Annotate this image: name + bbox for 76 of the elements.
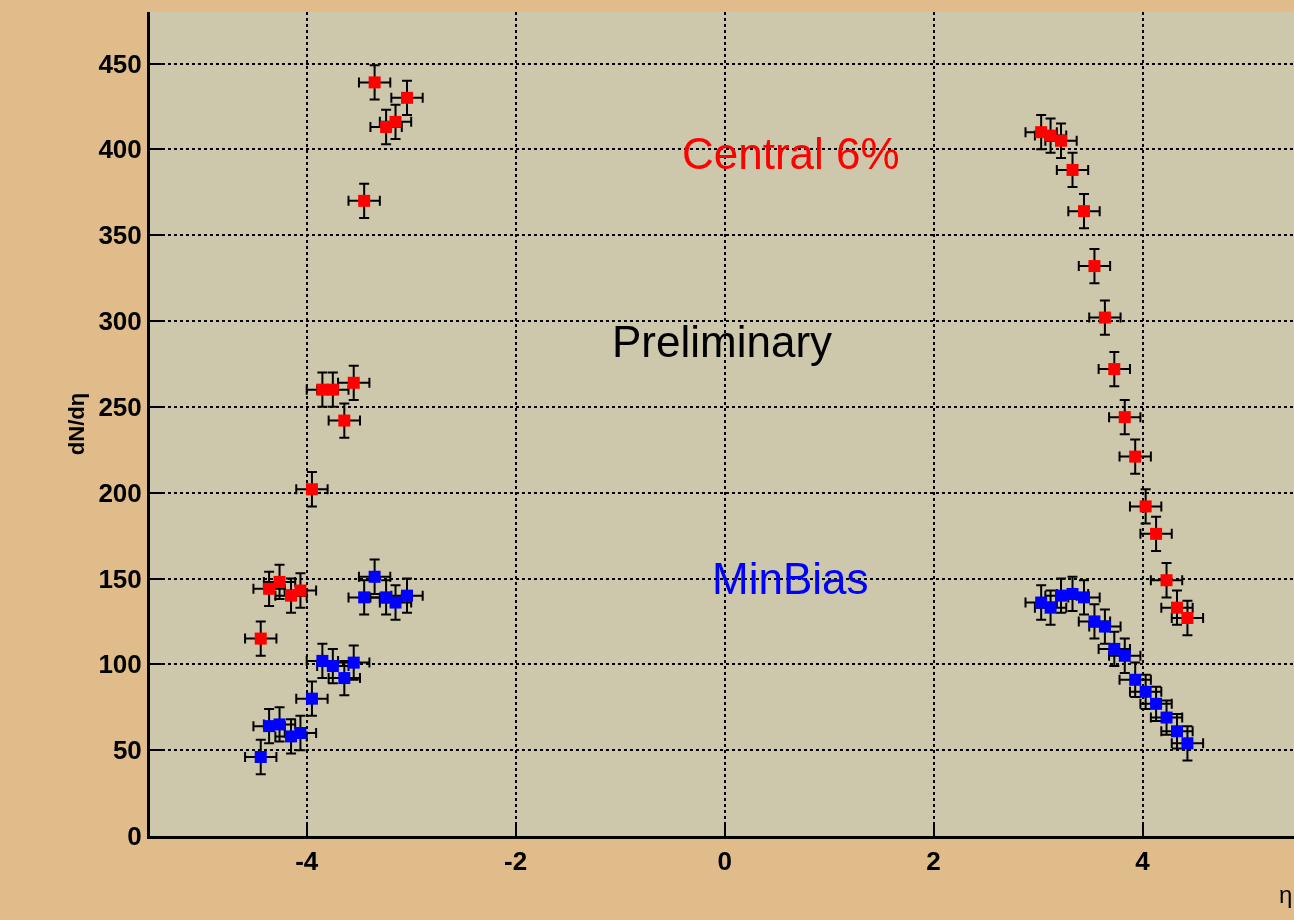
point [1118,411,1131,424]
x-tick-label: -4 [295,846,319,877]
point [401,91,414,104]
point [254,751,267,764]
point [263,582,276,595]
point [1160,711,1173,724]
x-tick-label: 4 [1135,846,1151,877]
point [1088,615,1101,628]
y-axis-title: dN/dη [64,392,90,456]
point [1066,587,1079,600]
y-tick-label: 100 [98,649,142,680]
x-tick-label: -2 [504,846,528,877]
point [316,383,329,396]
point [326,383,339,396]
point [347,376,360,389]
y-tick-label: 0 [127,821,142,852]
point [1139,500,1152,513]
point [1170,725,1183,738]
point [305,483,318,496]
point [305,692,318,705]
point [338,414,351,427]
x-tick-label: 2 [926,846,941,877]
point [338,672,351,685]
point [1129,450,1142,463]
point [1108,642,1121,655]
y-tick-label: 250 [98,391,142,422]
y-tick-label: 350 [98,220,142,251]
point [389,596,402,609]
point [1150,697,1163,710]
point [368,570,381,583]
point [1066,163,1079,176]
y-tick-label: 50 [112,735,142,766]
point [326,660,339,673]
point [1078,205,1091,218]
point [347,656,360,669]
point [358,591,371,604]
point [1139,685,1152,698]
point [263,720,276,733]
point [1108,363,1121,376]
y-tick-label: 450 [98,48,142,79]
y-tick-label: 150 [98,563,142,594]
point [1044,601,1057,614]
point [1055,589,1068,602]
point [358,194,371,207]
y-tick-label: 200 [98,477,142,508]
point [254,632,267,645]
y-tick-label: 400 [98,134,142,165]
x-axis-title: η [1279,881,1293,908]
point [1181,611,1194,624]
point [389,115,402,128]
point [1129,673,1142,686]
point [273,718,286,731]
point [1044,129,1057,142]
point [401,589,414,602]
point [1098,620,1111,633]
text: MinBias [712,554,869,603]
annotation: Preliminary [612,317,833,366]
y-tick-label: 300 [98,306,142,337]
point [1181,737,1194,750]
text: Central 6% [682,129,900,178]
point [273,575,286,588]
point [316,654,329,667]
point [1170,601,1183,614]
point [380,591,393,604]
point [368,76,381,89]
point [1160,574,1173,587]
point [294,727,307,739]
point [1055,134,1068,147]
point [1035,596,1048,609]
point [1088,260,1101,273]
point [294,584,307,597]
point [1098,311,1111,324]
point [1150,527,1163,540]
x-tick-label: 0 [717,846,732,877]
point [1078,591,1091,604]
point [1118,649,1131,662]
